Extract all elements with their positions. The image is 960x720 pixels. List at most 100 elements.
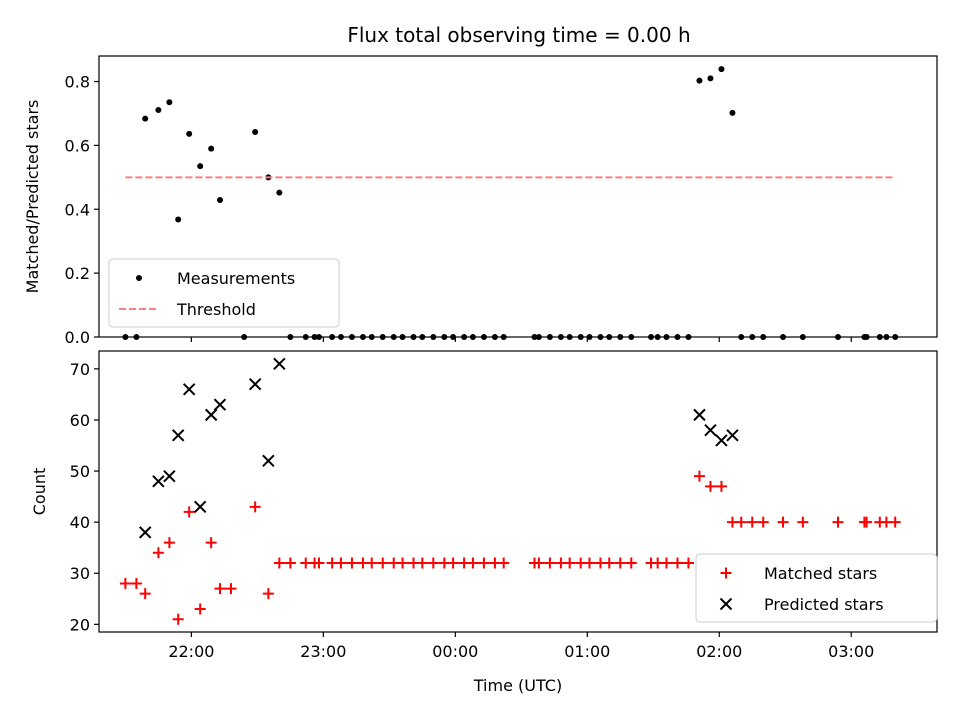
predicted-star-point [248,378,262,391]
measurement-point [707,75,714,82]
legend-matched-swatch [720,567,732,579]
measurement-point [718,66,725,73]
matched-star-point [152,547,164,559]
matched-star-point [163,537,175,549]
matched-star-point [249,501,261,513]
matched-star-point [564,557,576,569]
matched-star-point [746,516,758,528]
x-axis-label: Time (UTC) [473,676,562,695]
matched-star-point [194,603,206,615]
matched-star-point [139,588,151,600]
legend-box [695,553,938,623]
y-tick-label: 0.0 [65,328,90,347]
bottom-panel: 20 30 40 50 60 70 22:00 23:00 00:00 01:00 02:00 03:… [30,350,938,695]
matched-star-point [273,557,285,569]
predicted-star-point [273,357,286,370]
matched-star-point [704,480,716,492]
matched-star-point [797,516,809,528]
matched-star-point [416,557,428,569]
matched-star-point [498,557,510,569]
matched-star-point [715,480,727,492]
legend-entry: Predicted stars [764,595,884,614]
matched-star-point [832,516,844,528]
chart-title: Flux total observing time = 0.00 h [347,23,690,47]
predicted-star-point [704,423,717,437]
axes-frame [98,350,938,633]
measurement-point [696,77,703,84]
measurement-point [276,189,283,196]
x-tick-label: 03:00 [828,642,874,661]
predicted-star-point [163,469,176,483]
matched-star-point [693,470,705,482]
matched-star-point [777,516,789,528]
matched-star-point [183,506,195,518]
matched-star-point [735,516,747,528]
y-tick-label: 0.2 [65,264,90,283]
predicted-star-point [715,434,728,447]
y-axis-label: Count [30,468,49,516]
x-tick-label: 01:00 [564,642,610,661]
matched-star-point [214,583,226,595]
predicted-star-point [152,475,165,488]
x-tick-label: 23:00 [300,642,346,661]
y-tick-label: 60 [70,411,90,430]
y-tick-label: 70 [70,360,90,379]
matched-star-point [225,583,237,595]
y-tick-label: 40 [70,513,90,532]
matched-star-point [262,588,274,600]
predicted-star-point [138,526,152,539]
matched-star-point [614,557,626,569]
x-tick-label: 22:00 [168,642,214,661]
y-tick-label: 50 [70,462,90,481]
matched-star-point [757,516,769,528]
matched-star-point [660,557,672,569]
legend-measurement-swatch [136,275,142,281]
y-tick-label: 0.8 [65,73,90,92]
y-tick-label: 0.4 [65,200,90,219]
legend-box [108,258,340,328]
matched-star-point [427,557,439,569]
measurement-point [197,163,204,170]
y-tick-label: 30 [70,564,90,583]
legend-entry: Matched stars [764,564,877,583]
measurement-point [729,109,736,116]
y-tick-label: 20 [70,615,90,634]
matched-star-point [889,516,901,528]
predicted-star-point [204,408,218,422]
matched-star-point [682,557,694,569]
predicted-star-point [193,500,207,514]
matched-star-point [313,557,325,569]
matched-star-point [583,557,595,569]
matched-star-point [284,557,296,569]
y-axis-label: Matched/Predicted stars [23,100,42,294]
matched-star-point [671,557,683,569]
measurement-point [252,128,259,135]
measurement-point [166,99,173,106]
predicted-star-point [726,429,739,442]
measurement-point [216,197,223,204]
matched-star-point [130,577,142,589]
predicted-star-point [182,383,196,396]
predicted-star-point [693,408,706,422]
matched-star-point [119,577,131,589]
measurement-point [208,145,215,152]
axes-frame [98,55,938,338]
matched-star-point [172,613,184,625]
matched-star-point [533,557,545,569]
x-tick-label: 00:00 [432,642,478,661]
matched-star-point [377,557,389,569]
measurement-point [155,106,162,113]
matched-star-point [205,537,217,549]
matched-star-point [447,557,459,569]
measurement-point [175,216,182,223]
matched-star-point [397,557,409,569]
matched-star-point [478,557,490,569]
legend-entry: Measurements [177,269,295,288]
matched-star-point [625,557,637,569]
legend-entry: Threshold [176,300,256,319]
matched-star-point [544,557,556,569]
matched-star-point [366,557,378,569]
matched-star-point [603,557,615,569]
matched-star-point [861,516,873,528]
